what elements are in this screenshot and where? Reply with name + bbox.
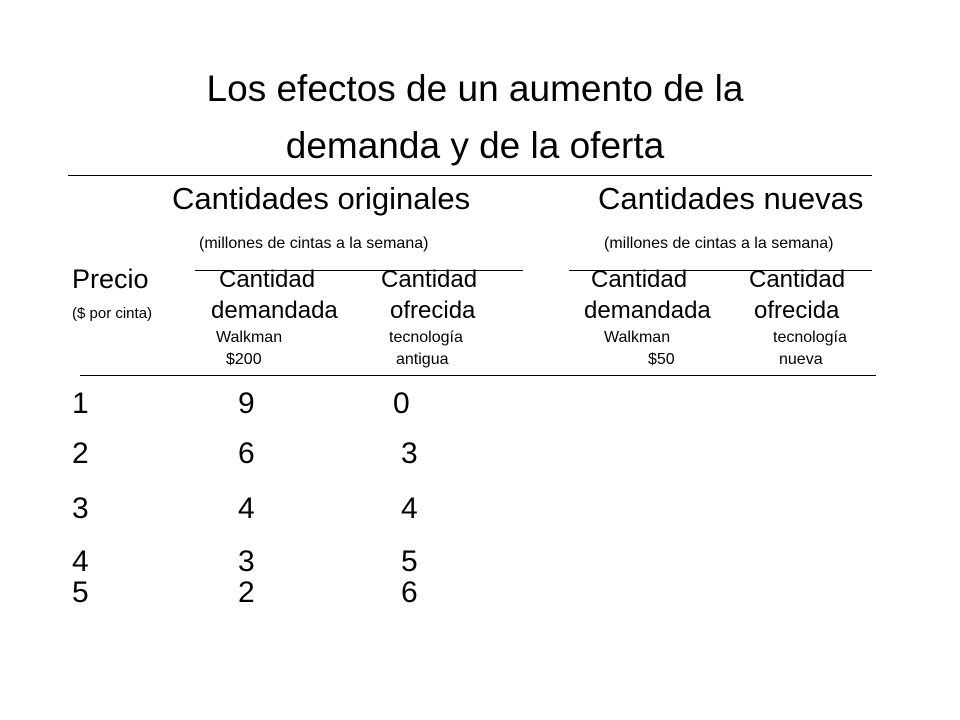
orig-supply-header-l2: ofrecida <box>390 297 476 324</box>
row-1-price: 1 <box>72 387 89 420</box>
title-line-1: Los efectos de un aumento de la <box>206 68 744 109</box>
header-divider <box>80 375 876 376</box>
new-quantities-heading: Cantidades nuevas <box>598 181 864 216</box>
new-units-note: (millones de cintas a la semana) <box>604 235 834 252</box>
new-demand-header-l4: $50 <box>648 351 675 368</box>
new-demand-header-l2: demandada <box>584 297 711 324</box>
orig-demand-header-l2: demandada <box>211 297 338 324</box>
orig-supply-header-l3: tecnología <box>389 329 463 346</box>
row-2-price: 2 <box>72 437 89 470</box>
new-supply-header-l3: tecnología <box>773 329 847 346</box>
row-3-price: 3 <box>72 492 89 525</box>
price-column-units: ($ por cinta) <box>72 305 153 322</box>
orig-demand-header-l1: Cantidad <box>219 266 316 293</box>
original-quantities-heading: Cantidades originales <box>172 181 471 216</box>
row-2-quantity-supplied: 3 <box>401 437 418 470</box>
row-5-price: 5 <box>72 576 89 609</box>
orig-supply-header-l1: Cantidad <box>381 266 478 293</box>
new-supply-header-l1: Cantidad <box>749 266 846 293</box>
row-4-quantity-supplied: 5 <box>401 545 418 578</box>
row-5-quantity-demanded: 2 <box>238 576 255 609</box>
original-units-note: (millones de cintas a la semana) <box>199 235 429 252</box>
row-1-quantity-demanded: 9 <box>238 387 255 420</box>
new-supply-header-l2: ofrecida <box>754 297 840 324</box>
row-4-quantity-demanded: 3 <box>238 545 255 578</box>
row-3-quantity-supplied: 4 <box>401 492 418 525</box>
orig-demand-header-l3: Walkman <box>216 329 283 346</box>
original-group-underline <box>195 270 523 271</box>
new-group-underline <box>569 270 872 271</box>
orig-supply-header-l4: antigua <box>396 351 449 368</box>
new-demand-header-l3: Walkman <box>604 329 671 346</box>
new-supply-header-l4: nueva <box>779 351 823 368</box>
row-4-price: 4 <box>72 545 89 578</box>
title-line-2: demanda y de la oferta <box>285 125 665 166</box>
title-divider <box>68 175 872 176</box>
row-5-quantity-supplied: 6 <box>401 576 418 609</box>
price-column-label: Precio <box>72 264 149 294</box>
row-1-quantity-supplied: 0 <box>393 387 410 420</box>
orig-demand-header-l4: $200 <box>226 351 262 368</box>
new-demand-header-l1: Cantidad <box>591 266 688 293</box>
row-3-quantity-demanded: 4 <box>238 492 255 525</box>
row-2-quantity-demanded: 6 <box>238 437 255 470</box>
